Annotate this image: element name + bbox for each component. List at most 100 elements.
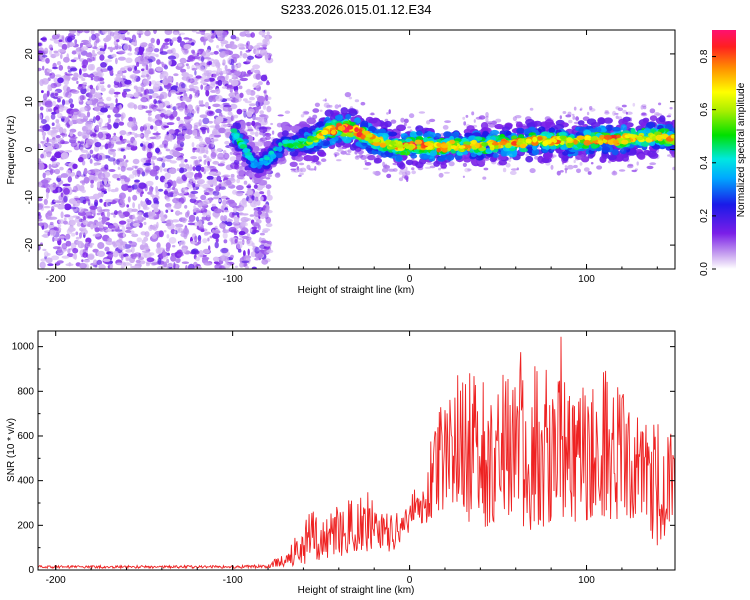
noise-speckle <box>168 237 177 244</box>
noise-speckle <box>51 160 57 167</box>
noise-speckle <box>161 63 167 68</box>
noise-speckle <box>217 152 225 160</box>
noise-speckle <box>198 179 205 185</box>
noise-speckle <box>163 143 167 149</box>
noise-speckle <box>229 211 235 218</box>
noise-speckle <box>204 192 210 196</box>
noise-speckle <box>172 245 176 248</box>
ridge-cell <box>396 124 406 132</box>
noise-speckle <box>112 173 120 179</box>
noise-speckle <box>238 85 243 90</box>
noise-speckle <box>203 154 207 159</box>
noise-speckle <box>44 143 53 147</box>
noise-speckle <box>178 240 182 247</box>
noise-speckle <box>233 230 238 236</box>
noise-speckle <box>672 166 675 171</box>
noise-speckle <box>502 167 507 173</box>
noise-speckle <box>97 70 102 78</box>
noise-speckle <box>61 141 70 145</box>
noise-speckle <box>144 30 151 37</box>
noise-speckle <box>99 198 103 203</box>
noise-speckle <box>198 266 201 269</box>
noise-speckle <box>117 82 123 88</box>
noise-speckle <box>82 252 88 258</box>
noise-speckle <box>178 33 181 36</box>
noise-speckle <box>336 159 342 162</box>
noise-speckle <box>215 123 220 130</box>
ridge-cell <box>603 117 613 124</box>
noise-speckle <box>529 168 536 174</box>
noise-speckle <box>126 167 134 171</box>
noise-speckle <box>45 187 51 194</box>
noise-speckle <box>160 61 164 65</box>
noise-speckle <box>156 38 161 46</box>
noise-speckle <box>206 175 214 180</box>
noise-speckle <box>174 223 184 228</box>
noise-speckle <box>223 152 230 160</box>
noise-speckle <box>66 123 70 129</box>
ridge-cell <box>619 148 627 155</box>
noise-speckle <box>222 230 229 233</box>
noise-speckle <box>213 208 223 214</box>
noise-speckle <box>42 54 48 58</box>
noise-speckle <box>61 243 68 250</box>
noise-speckle <box>127 196 131 203</box>
noise-speckle <box>114 44 122 50</box>
noise-speckle <box>112 106 120 114</box>
noise-speckle <box>111 53 117 58</box>
noise-speckle <box>173 73 179 77</box>
noise-speckle <box>45 171 51 176</box>
noise-speckle <box>259 232 265 236</box>
ridge-cell <box>289 161 298 167</box>
ridge-cell <box>347 108 357 114</box>
noise-speckle <box>121 75 126 79</box>
noise-speckle <box>73 72 79 79</box>
noise-speckle <box>149 169 158 177</box>
noise-speckle <box>124 229 132 233</box>
noise-speckle <box>202 212 208 216</box>
noise-speckle <box>241 213 249 216</box>
noise-speckle <box>102 258 111 262</box>
noise-speckle <box>188 38 193 41</box>
noise-speckle <box>118 220 127 225</box>
noise-speckle <box>131 124 138 132</box>
noise-speckle <box>92 133 97 137</box>
noise-speckle <box>123 139 131 143</box>
noise-speckle <box>184 108 188 116</box>
noise-speckle <box>121 183 129 191</box>
noise-speckle <box>245 236 252 241</box>
noise-speckle <box>213 230 221 234</box>
noise-speckle <box>612 110 617 116</box>
noise-speckle <box>266 249 274 254</box>
noise-speckle <box>143 78 150 86</box>
ridge-cell <box>329 138 336 146</box>
noise-speckle <box>247 55 254 60</box>
noise-speckle <box>153 125 158 131</box>
noise-speckle <box>97 131 104 139</box>
noise-speckle <box>212 160 219 165</box>
noise-speckle <box>200 84 204 90</box>
noise-speckle <box>216 67 220 74</box>
noise-speckle <box>72 247 79 254</box>
noise-speckle <box>88 196 97 200</box>
noise-speckle <box>43 251 49 258</box>
noise-speckle <box>63 195 68 203</box>
noise-speckle <box>78 196 87 204</box>
noise-speckle <box>77 140 81 144</box>
noise-speckle <box>245 265 249 269</box>
noise-speckle <box>61 99 66 106</box>
noise-speckle <box>208 120 213 124</box>
noise-speckle <box>298 162 305 166</box>
noise-speckle <box>38 143 42 150</box>
noise-speckle <box>200 100 204 106</box>
noise-speckle <box>165 134 174 141</box>
noise-speckle <box>58 219 65 225</box>
noise-speckle <box>219 186 227 190</box>
noise-speckle <box>392 168 398 172</box>
noise-speckle <box>233 70 241 76</box>
noise-speckle <box>64 214 71 218</box>
noise-speckle <box>573 164 578 169</box>
noise-speckle <box>173 205 182 209</box>
noise-speckle <box>46 153 51 158</box>
noise-speckle <box>153 214 160 220</box>
